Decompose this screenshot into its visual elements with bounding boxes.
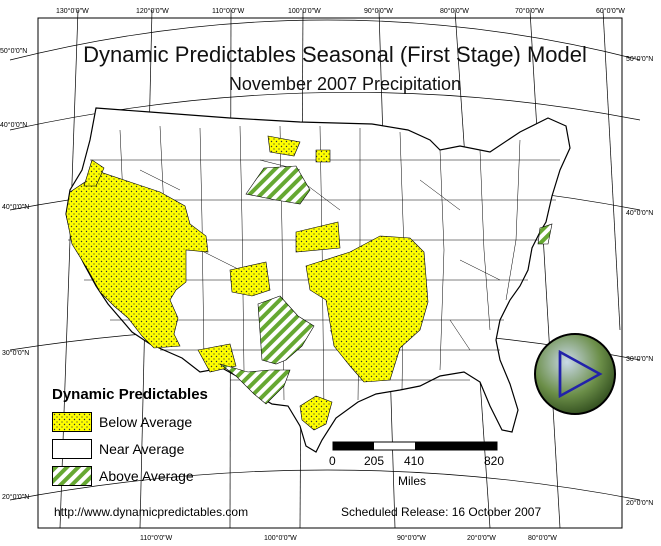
scale-tick-label: 0 xyxy=(329,454,336,468)
lon-label: 20°0'0"W xyxy=(467,535,496,542)
lat-label: 30°0'0"N xyxy=(626,356,654,363)
lon-label: 80°0'0"W xyxy=(440,8,469,15)
legend-label-near-average: Near Average xyxy=(99,441,185,457)
lon-label: 120°0'0"W xyxy=(136,8,169,15)
scale-tick-label: 410 xyxy=(404,454,425,468)
above-average-regions xyxy=(219,165,553,405)
lat-label: 50°0'0"N xyxy=(626,56,654,63)
map-title: Dynamic Predictables Seasonal (First Sta… xyxy=(83,42,587,67)
scale-unit-label: Miles xyxy=(398,474,427,488)
map-border xyxy=(37,17,623,529)
lat-label: 30°0'0"N xyxy=(2,350,30,357)
lat-label: 20°0'0"N xyxy=(626,500,654,507)
lon-label: 90°0'0"W xyxy=(364,8,393,15)
website-url: http://www.dynamicpredictables.com xyxy=(54,505,249,519)
map-subtitle: November 2007 Precipitation xyxy=(228,74,462,94)
lon-label: 100°0'0"W xyxy=(288,8,321,15)
lon-label: 130°0'0"W xyxy=(56,8,89,15)
lat-label: 20°0'0"N xyxy=(2,494,30,501)
lon-label: 60°0'0"W xyxy=(596,8,625,15)
lon-label: 110°0'0"W xyxy=(140,535,173,542)
legend-label-above-average: Above Average xyxy=(99,468,194,484)
scale-tick-label: 205 xyxy=(364,454,385,468)
release-date: Scheduled Release: 16 October 2007 xyxy=(341,505,542,519)
below-average-regions xyxy=(65,135,429,431)
scale-tick-label: 820 xyxy=(484,454,505,468)
legend-swatch-below-average xyxy=(52,412,92,432)
lon-label: 80°0'0"W xyxy=(528,535,557,542)
company-logo xyxy=(534,333,616,415)
legend-swatch-above-average xyxy=(52,466,92,486)
lon-label: 90°0'0"W xyxy=(397,535,426,542)
lat-label: 40°0'0"N xyxy=(2,204,30,211)
legend-swatch-near-average xyxy=(52,439,92,459)
lat-label: 40°0'0"N xyxy=(626,210,654,217)
lon-label: 70°0'0"W xyxy=(515,8,544,15)
lat-label: 50°0'0"N xyxy=(0,48,28,55)
legend-label-below-average: Below Average xyxy=(99,414,193,430)
lon-label: 100°0'0"W xyxy=(264,535,297,542)
lon-label: 110°0'0"W xyxy=(212,8,245,15)
scale-bar-graphic xyxy=(332,441,498,451)
legend-title: Dynamic Predictables xyxy=(52,386,208,403)
lat-label: 40°0'0"N xyxy=(0,122,28,129)
